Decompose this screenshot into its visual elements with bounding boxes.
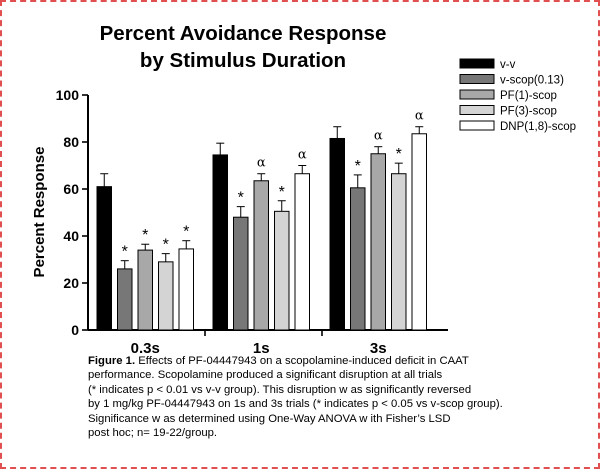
bar [274, 210, 290, 331]
legend-swatch [459, 120, 495, 131]
x-tick-label: 1s [253, 340, 270, 357]
y-tick-label: 80 [63, 134, 79, 150]
bar [329, 137, 345, 331]
legend-swatch [459, 58, 495, 69]
bar [137, 249, 153, 331]
bar [411, 133, 427, 331]
y-tick-label: 60 [63, 181, 79, 197]
figure-caption: Figure 1. Effects of PF-04447943 on a sc… [88, 354, 593, 440]
legend-swatch [459, 74, 495, 84]
significance-alpha: α [374, 129, 383, 144]
x-tick-label: 3s [370, 340, 387, 357]
bar [350, 187, 366, 331]
significance-asterisk: * [142, 227, 148, 244]
significance-alpha: α [298, 148, 307, 163]
significance-asterisk: * [279, 184, 285, 201]
chart-title-line-1: by Stimulus Duration [140, 49, 346, 72]
significance-alpha: α [257, 156, 266, 171]
legend: v-v v-scop(0.13) PF(1)-scop PF(3)-scop DNP(1… [459, 58, 576, 133]
significance-asterisk: * [355, 158, 361, 175]
legend-label: DNP(1,8)-scop [500, 121, 576, 133]
significance-asterisk: * [183, 224, 189, 241]
y-axis-label: Percent Response [31, 147, 48, 278]
y-axis-label-text: Percent Response [31, 147, 48, 278]
bar [96, 186, 112, 331]
x-tick-label: 0.3s [131, 340, 160, 357]
bar [178, 248, 194, 331]
legend-swatch [459, 89, 495, 100]
y-tick-label: 40 [63, 228, 79, 244]
axes: 0 20 40 60 80 100 0.3s 1s 3s [56, 87, 448, 357]
legend-swatch [459, 105, 495, 115]
chart-title: Percent Avoidance Response by Stimulus Du… [100, 22, 387, 72]
legend-label: PF(3)-scop [500, 106, 557, 118]
y-tick-label: 100 [56, 87, 80, 103]
bar [391, 173, 407, 331]
significance-alpha: α [415, 109, 424, 124]
chart-title-line-0: Percent Avoidance Response [100, 22, 387, 45]
significance-asterisk: * [396, 146, 402, 163]
y-tick-label: 20 [63, 275, 79, 291]
bar [117, 268, 133, 331]
bar [212, 154, 228, 331]
bar [158, 261, 174, 331]
bar [253, 180, 269, 331]
bar [294, 173, 310, 331]
legend-label: v-v [500, 59, 516, 71]
significance-asterisk: * [238, 190, 244, 207]
y-tick-label: 0 [71, 322, 79, 338]
bar [233, 216, 249, 331]
significance-asterisk: * [163, 237, 169, 254]
significance-asterisk: * [122, 244, 128, 261]
legend-label: v-scop(0.13) [500, 75, 564, 87]
legend-label: PF(1)-scop [500, 90, 557, 102]
caption-text: Effects of PF-04447943 on a scopolamine-… [88, 355, 503, 440]
bars: * * * * α α * * * * α α [96, 109, 427, 331]
bar [370, 153, 386, 331]
caption-label: Figure 1. [88, 355, 136, 367]
